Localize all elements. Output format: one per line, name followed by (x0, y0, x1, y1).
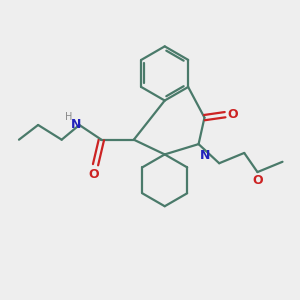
Text: O: O (252, 174, 263, 187)
Text: O: O (89, 168, 99, 181)
Text: N: N (200, 148, 210, 161)
Text: H: H (65, 112, 73, 122)
Text: O: O (227, 108, 238, 121)
Text: N: N (70, 118, 81, 131)
